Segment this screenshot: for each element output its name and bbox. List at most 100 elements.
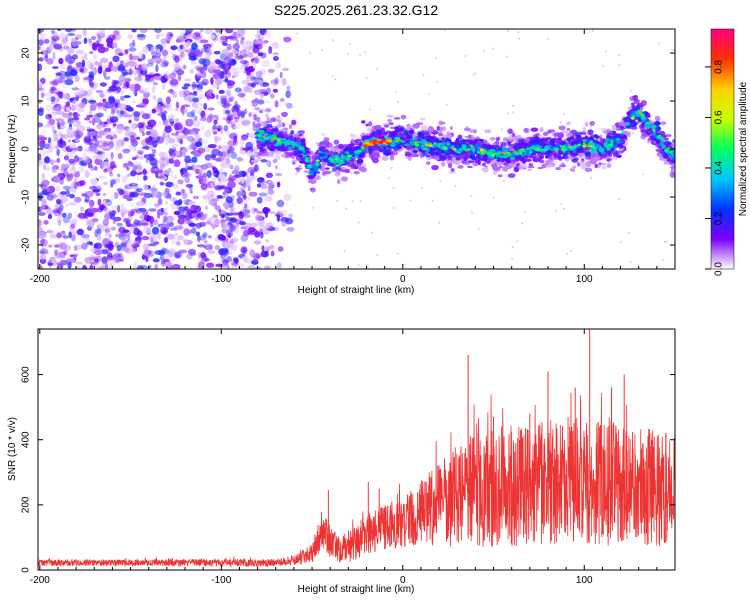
noise-dot <box>336 199 339 202</box>
noise-blob <box>255 44 259 49</box>
spectral-blob <box>482 166 489 173</box>
spectral-blob <box>408 156 412 161</box>
spectral-blob <box>523 127 529 133</box>
noise-blob <box>176 241 181 247</box>
noise-blob <box>152 57 160 62</box>
noise-blob <box>143 184 149 191</box>
spectral-blob <box>630 102 635 106</box>
noise-blob <box>235 39 240 45</box>
spectral-blob <box>667 157 672 162</box>
noise-blob <box>134 89 138 97</box>
noise-blob <box>44 155 50 163</box>
noise-blob <box>65 101 71 107</box>
spectral-blob <box>539 127 544 133</box>
noise-blob <box>224 109 231 115</box>
noise-dot <box>500 128 503 131</box>
noise-blob <box>239 187 246 190</box>
noise-blob <box>172 91 178 99</box>
noise-blob <box>57 251 62 256</box>
noise-blob <box>185 183 193 188</box>
noise-blob <box>107 34 117 41</box>
noise-blob <box>118 52 124 57</box>
noise-dot <box>446 104 448 107</box>
noise-blob <box>124 49 129 55</box>
noise-dot <box>470 194 473 197</box>
spectral-blob <box>663 160 667 165</box>
noise-blob <box>282 67 289 72</box>
noise-blob <box>222 42 229 47</box>
noise-blob <box>60 120 65 126</box>
noise-blob <box>181 52 186 60</box>
spectral-blob <box>431 164 439 171</box>
noise-blob <box>80 93 89 98</box>
noise-blob <box>172 63 177 69</box>
noise-blob <box>97 124 104 131</box>
noise-blob <box>186 135 194 142</box>
noise-blob <box>74 196 82 203</box>
noise-dot <box>394 91 397 94</box>
noise-blob <box>230 121 236 128</box>
noise-blob <box>94 229 98 238</box>
noise-blob <box>181 189 185 194</box>
noise-blob <box>150 46 158 53</box>
noise-blob <box>50 159 55 166</box>
noise-blob <box>69 223 76 231</box>
noise-blob <box>167 167 172 173</box>
noise-blob <box>288 213 293 218</box>
noise-blob <box>92 53 98 60</box>
noise-blob <box>110 136 114 141</box>
spectral-blob <box>545 159 553 163</box>
noise-blob <box>153 241 160 245</box>
spectral-blob <box>356 158 364 164</box>
noise-blob <box>76 180 84 187</box>
spectral-blob <box>464 153 470 159</box>
noise-blob <box>45 53 49 59</box>
noise-blob <box>203 240 208 244</box>
noise-blob <box>178 206 186 212</box>
noise-blob <box>234 165 240 173</box>
noise-blob <box>191 137 200 141</box>
noise-blob <box>58 57 64 65</box>
noise-blob <box>235 54 245 61</box>
noise-blob <box>240 246 248 253</box>
noise-blob <box>132 144 137 152</box>
noise-blob <box>84 137 92 143</box>
noise-blob <box>91 218 99 223</box>
noise-blob <box>89 109 93 116</box>
noise-dot <box>345 207 348 210</box>
noise-blob <box>240 189 246 193</box>
noise-dot <box>629 89 632 92</box>
noise-blob <box>199 39 209 44</box>
noise-blob <box>152 191 159 198</box>
noise-blob <box>39 248 49 255</box>
noise-blob <box>187 51 196 57</box>
noise-blob <box>263 265 271 269</box>
noise-blob <box>139 29 148 34</box>
noise-blob <box>161 49 169 57</box>
noise-blob <box>164 255 174 259</box>
noise-blob <box>54 97 60 105</box>
noise-blob <box>186 173 192 178</box>
noise-blob <box>45 165 50 172</box>
noise-blob <box>213 218 221 226</box>
noise-blob <box>252 121 256 128</box>
noise-blob <box>203 102 208 111</box>
noise-blob <box>225 46 232 50</box>
noise-blob <box>117 153 123 160</box>
noise-blob <box>148 208 157 212</box>
spectral-blob <box>619 140 624 144</box>
noise-blob <box>122 232 128 240</box>
spectral-blob <box>388 122 394 126</box>
noise-blob <box>193 163 196 170</box>
spectral-blob <box>288 124 293 130</box>
noise-blob <box>113 134 118 139</box>
spectral-blob <box>521 158 527 164</box>
noise-blob <box>141 131 145 137</box>
noise-blob <box>259 29 267 35</box>
noise-blob <box>81 193 88 197</box>
noise-blob <box>50 138 55 146</box>
noise-blob <box>199 221 206 227</box>
noise-blob <box>112 123 117 127</box>
noise-blob <box>254 97 259 102</box>
noise-blob <box>74 245 78 252</box>
